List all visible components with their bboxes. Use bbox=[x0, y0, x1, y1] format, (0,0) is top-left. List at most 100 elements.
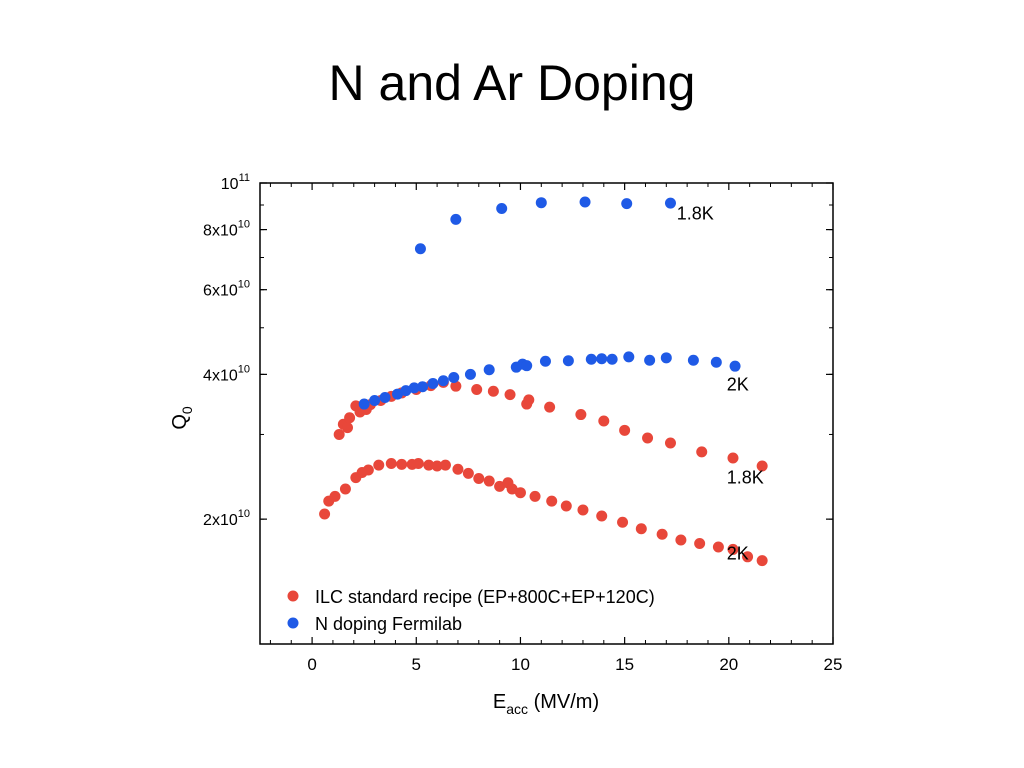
data-point-ilc bbox=[333, 428, 345, 440]
data-point-ndoping bbox=[464, 368, 476, 380]
data-point-ndoping bbox=[596, 353, 608, 365]
data-point-ilc bbox=[412, 458, 424, 470]
data-point-ilc bbox=[756, 460, 768, 472]
data-point-ilc bbox=[329, 490, 341, 502]
data-point-ilc bbox=[423, 459, 435, 471]
y-axis-label: Q0 bbox=[169, 406, 195, 430]
x-axis-label-main: E bbox=[493, 691, 506, 713]
data-point-ilc bbox=[319, 508, 331, 520]
x-tick-label: 15 bbox=[615, 655, 634, 674]
data-point-ilc bbox=[452, 463, 464, 475]
x-tick-label: 25 bbox=[824, 655, 843, 674]
data-point-ndoping bbox=[606, 353, 618, 365]
y-tick-label: 1011 bbox=[221, 172, 250, 193]
data-point-ndoping bbox=[660, 352, 672, 364]
slide-title: N and Ar Doping bbox=[328, 55, 696, 111]
data-point-ilc bbox=[756, 555, 768, 567]
data-point-ilc bbox=[504, 389, 516, 401]
data-point-ilc bbox=[694, 537, 706, 549]
data-point-ilc bbox=[487, 385, 499, 397]
legend: ILC standard recipe (EP+800C+EP+120C) N … bbox=[287, 587, 655, 634]
data-point-ilc bbox=[642, 432, 654, 444]
y-tick-label: 4x1010 bbox=[203, 363, 250, 384]
data-point-ndoping bbox=[621, 198, 633, 210]
y-tick-label: 6x1010 bbox=[203, 279, 250, 300]
data-point-ilc bbox=[373, 459, 385, 471]
x-axis-ticks: 0 5 10 15 20 25 bbox=[269, 183, 843, 674]
data-point-ilc bbox=[696, 446, 708, 458]
data-point-ndoping bbox=[729, 360, 741, 372]
data-point-ndoping bbox=[687, 354, 699, 366]
data-point-ilc bbox=[450, 380, 462, 392]
data-point-ilc bbox=[483, 475, 495, 487]
data-point-ilc bbox=[596, 510, 608, 522]
data-point-ilc bbox=[577, 504, 589, 516]
data-point-ndoping bbox=[417, 381, 429, 393]
x-tick-label: 20 bbox=[719, 655, 738, 674]
data-point-ilc bbox=[494, 480, 506, 492]
data-point-ilc bbox=[560, 500, 572, 512]
data-point-ndoping bbox=[562, 355, 574, 367]
curve-annotation: 1.8K bbox=[727, 468, 764, 488]
data-point-ilc bbox=[439, 459, 451, 471]
data-point-ilc bbox=[675, 534, 687, 546]
data-point-ndoping bbox=[710, 356, 722, 368]
legend-marker-ilc bbox=[287, 590, 299, 602]
data-point-ilc bbox=[514, 487, 526, 499]
data-point-ilc bbox=[712, 541, 724, 553]
data-point-ndoping bbox=[392, 388, 404, 400]
data-point-ilc bbox=[635, 523, 647, 535]
data-point-ndoping bbox=[358, 398, 370, 410]
data-point-ndoping bbox=[369, 394, 381, 406]
data-point-ilc bbox=[431, 460, 443, 472]
data-point-ndoping bbox=[427, 377, 439, 389]
data-point-ilc bbox=[506, 483, 518, 495]
data-point-ilc bbox=[344, 412, 356, 424]
data-point-ilc bbox=[575, 409, 587, 421]
data-point-ndoping bbox=[535, 197, 547, 209]
legend-marker-ndoping bbox=[287, 617, 299, 629]
y-tick-label: 2x1010 bbox=[203, 508, 250, 529]
plot-frame bbox=[259, 182, 834, 645]
data-point-ilc bbox=[342, 422, 354, 434]
data-point-ndoping bbox=[448, 372, 460, 384]
y-axis-ticks: 2x1010 4x1010 6x1010 8x1010 1011 bbox=[203, 172, 833, 529]
data-point-ilc bbox=[619, 424, 631, 436]
legend-label-ilc: ILC standard recipe (EP+800C+EP+120C) bbox=[315, 587, 655, 607]
data-point-ndoping bbox=[400, 385, 412, 397]
data-point-ilc bbox=[727, 452, 739, 464]
data-point-ndoping bbox=[539, 355, 551, 367]
data-point-ilc bbox=[727, 543, 739, 555]
y-axis-label-subscript: 0 bbox=[179, 406, 195, 414]
data-point-ndoping bbox=[414, 243, 426, 255]
data-point-ilc bbox=[598, 415, 610, 427]
data-point-ndoping bbox=[450, 213, 462, 225]
data-point-ilc bbox=[617, 516, 629, 528]
x-tick-label: 0 bbox=[307, 655, 316, 674]
y-axis-label-main: Q bbox=[169, 414, 191, 430]
curve-annotation: 2K bbox=[727, 543, 749, 563]
data-point-ilc bbox=[473, 472, 485, 484]
x-axis-label-unit: (MV/m) bbox=[528, 691, 599, 713]
data-point-ilc bbox=[529, 490, 541, 502]
data-point-ilc bbox=[523, 394, 535, 406]
data-point-ilc bbox=[664, 437, 676, 449]
data-point-ndoping bbox=[579, 196, 591, 208]
data-point-ilc bbox=[396, 458, 408, 470]
data-point-ilc bbox=[742, 551, 754, 563]
x-tick-label: 5 bbox=[412, 655, 421, 674]
curve-annotations: 1.8K 2K 1.8K 2K bbox=[677, 203, 764, 563]
curve-annotation: 1.8K bbox=[677, 203, 714, 223]
data-point-ndoping bbox=[437, 375, 449, 387]
data-point-ilc bbox=[544, 401, 556, 413]
data-point-ndoping bbox=[644, 354, 656, 366]
data-point-ilc bbox=[546, 495, 558, 507]
data-point-ndoping bbox=[664, 197, 676, 209]
data-point-ndoping bbox=[483, 364, 495, 376]
y-tick-label: 8x1010 bbox=[203, 219, 250, 240]
data-point-ilc bbox=[462, 467, 474, 479]
data-point-ndoping bbox=[496, 203, 508, 215]
x-axis-label: Eacc (MV/m) bbox=[493, 691, 599, 717]
data-point-ndoping bbox=[379, 392, 391, 404]
